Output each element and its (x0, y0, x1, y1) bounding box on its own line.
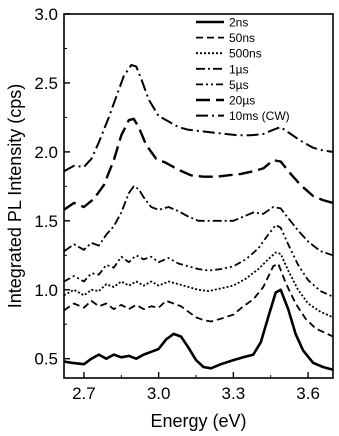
y-tick-label: 2.0 (34, 143, 58, 162)
plot-area (63, 64, 334, 371)
x-axis: 2.7 3.0 3.3 3.6 (72, 372, 320, 403)
series-line-3 (63, 185, 334, 257)
y-axis: 0.5 1.0 1.5 2.0 2.5 3.0 (34, 5, 70, 369)
series-line-5 (63, 117, 334, 211)
x-tick-label: 3.0 (147, 384, 171, 403)
legend-label: 50ns (229, 31, 255, 45)
y-tick-label: 2.5 (34, 74, 58, 93)
y-tick-label: 3.0 (34, 5, 58, 24)
x-tick-label: 3.6 (296, 384, 320, 403)
legend-label: 10ms (CW) (229, 109, 290, 123)
plot-frame (63, 13, 334, 379)
series-line-0 (63, 288, 334, 371)
legend-label: 20µs (229, 94, 255, 108)
legend-label: 2ns (229, 16, 248, 30)
series-line-2 (63, 251, 334, 319)
legend-label: 5µs (229, 78, 249, 92)
y-tick-label: 1.0 (34, 281, 58, 300)
legend-label: 500ns (229, 47, 262, 61)
y-axis-title: Integrated PL Intensity (cps) (5, 84, 25, 308)
series-line-4 (63, 224, 334, 298)
y-tick-label: 1.5 (34, 212, 58, 231)
x-axis-title: Energy (eV) (150, 411, 246, 431)
series-line-6 (63, 64, 334, 173)
legend-label: 1µs (229, 62, 249, 76)
y-tick-label: 0.5 (34, 350, 58, 369)
x-tick-label: 2.7 (72, 384, 96, 403)
x-tick-label: 3.3 (222, 384, 246, 403)
